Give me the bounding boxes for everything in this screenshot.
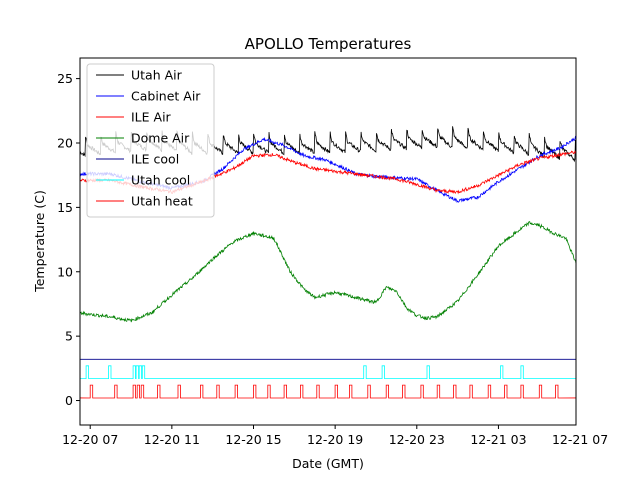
legend-label: Utah Air [131, 68, 183, 83]
legend-label: Dome Air [131, 131, 190, 146]
y-tick-label: 0 [65, 393, 73, 408]
x-tick-label: 12-20 19 [307, 432, 363, 447]
y-tick-label: 15 [57, 200, 73, 215]
x-tick-label: 12-20 15 [225, 432, 281, 447]
x-axis-label: Date (GMT) [292, 456, 364, 471]
chart-title: APOLLO Temperatures [245, 35, 412, 53]
legend: Utah Air Cabinet Air ILE Air Dome Air ILE co… [86, 63, 215, 218]
x-tick-label: 12-21 03 [470, 432, 526, 447]
x-tick-label: 12-20 23 [389, 432, 445, 447]
plot-frame [79, 57, 577, 426]
x-tick-label: 12-20 11 [144, 432, 200, 447]
title-group: APOLLO Temperatures [245, 35, 412, 53]
state-trace-2 [80, 384, 576, 399]
legend-label: ILE cool [131, 152, 179, 167]
y-tick-label: 10 [57, 264, 73, 279]
x-tick-label: 12-20 07 [62, 432, 118, 447]
legend-label: Cabinet Air [131, 89, 201, 104]
legend-label: Utah cool [131, 173, 190, 188]
legend-label: Utah heat [131, 194, 193, 209]
state-trace-1 [80, 365, 576, 380]
y-tick-label: 25 [57, 71, 73, 86]
y-axis-label: Temperature (C) [32, 190, 47, 293]
legend-box [86, 63, 215, 218]
series-line-3 [80, 220, 576, 323]
y-tick-label: 5 [65, 329, 73, 344]
x-tick-label: 12-21 07 [552, 432, 608, 447]
legend-label: ILE Air [131, 110, 172, 125]
y-tick-label: 20 [57, 135, 73, 150]
